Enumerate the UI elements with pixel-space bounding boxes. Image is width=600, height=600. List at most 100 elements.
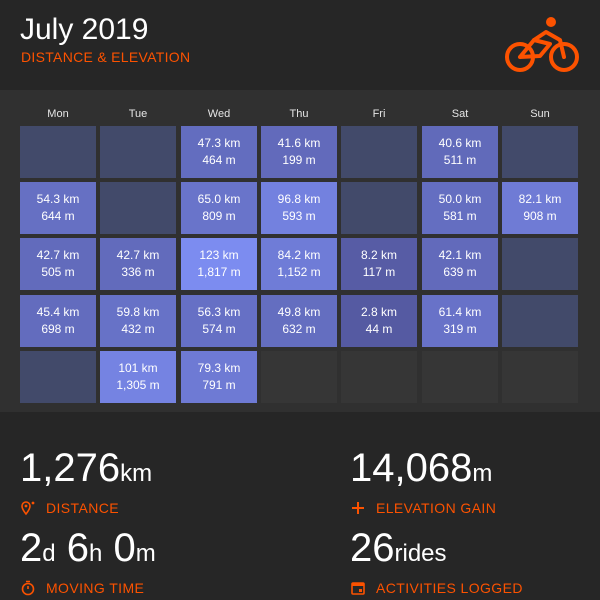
day-distance: 79.3 km	[197, 361, 241, 375]
day-distance: 45.4 km	[36, 305, 80, 319]
activities-value: 26rides	[350, 526, 447, 570]
elevation-label: ELEVATION GAIN	[376, 500, 497, 516]
day-cell-empty	[341, 182, 417, 234]
day-cell: 41.6 km 199 m	[261, 126, 337, 178]
day-distance: 96.8 km	[277, 192, 321, 206]
day-distance: 61.4 km	[438, 305, 482, 319]
day-header-mon: Mon	[47, 108, 69, 120]
day-header-thu: Thu	[289, 108, 309, 120]
day-cell-empty	[502, 295, 578, 347]
day-elevation: 44 m	[365, 322, 393, 336]
distance-label: DISTANCE	[46, 500, 119, 516]
day-elevation: 644 m	[41, 209, 75, 223]
day-header-sun: Sun	[530, 108, 550, 120]
day-elevation: 1,817 m	[197, 265, 241, 279]
day-elevation: 199 m	[282, 153, 316, 167]
day-cell: 2.8 km 44 m	[341, 295, 417, 347]
day-distance: 123 km	[199, 248, 239, 262]
day-cell-empty	[100, 126, 176, 178]
day-cell: 123 km 1,817 m	[181, 238, 257, 290]
day-distance: 65.0 km	[197, 192, 241, 206]
day-cell-empty	[100, 182, 176, 234]
day-cell: 84.2 km 1,152 m	[261, 238, 337, 290]
day-elevation: 336 m	[121, 265, 155, 279]
day-elevation: 432 m	[121, 322, 155, 336]
day-elevation: 908 m	[523, 209, 557, 223]
day-distance: 47.3 km	[197, 136, 241, 150]
day-cell: 56.3 km 574 m	[181, 295, 257, 347]
distance-value: 1,276km	[20, 446, 153, 490]
day-distance: 42.7 km	[116, 248, 160, 262]
day-elevation: 505 m	[41, 265, 75, 279]
day-cell: 8.2 km 117 m	[341, 238, 417, 290]
day-elevation: 809 m	[202, 209, 236, 223]
day-elevation: 117 m	[362, 265, 396, 279]
day-cell: 42.1 km 639 m	[422, 238, 498, 290]
day-cell: 82.1 km 908 m	[502, 182, 578, 234]
day-header-fri: Fri	[372, 108, 386, 120]
day-distance: 84.2 km	[277, 248, 321, 262]
page-title: July 2019	[20, 13, 149, 46]
stat-activities: 26rides ACTIVITIES LOGGED	[350, 526, 523, 596]
day-cell: 45.4 km 698 m	[20, 295, 96, 347]
day-cell-empty	[502, 126, 578, 178]
day-cell: 42.7 km 505 m	[20, 238, 96, 290]
day-cell-empty	[20, 126, 96, 178]
day-header-tue: Tue	[128, 108, 148, 120]
day-cell-outside-month	[261, 351, 337, 403]
moving-time-value: 2d 6h 0m	[20, 526, 156, 570]
moving-time-label: MOVING TIME	[46, 580, 145, 596]
page-subtitle: DISTANCE & ELEVATION	[21, 49, 191, 65]
day-distance: 8.2 km	[360, 248, 397, 262]
plus-icon	[352, 502, 364, 514]
day-elevation: 593 m	[282, 209, 316, 223]
activities-label: ACTIVITIES LOGGED	[376, 580, 523, 596]
day-elevation: 698 m	[41, 322, 75, 336]
day-distance: 59.8 km	[116, 305, 160, 319]
day-distance: 40.6 km	[438, 136, 482, 150]
day-elevation: 319 m	[443, 322, 477, 336]
day-distance: 101 km	[118, 361, 158, 375]
day-cell: 59.8 km 432 m	[100, 295, 176, 347]
day-elevation: 1,152 m	[277, 265, 321, 279]
day-cell-outside-month	[502, 351, 578, 403]
day-elevation: 581 m	[443, 209, 477, 223]
day-cell: 40.6 km 511 m	[422, 126, 498, 178]
elevation-value: 14,068m	[350, 446, 493, 490]
cyclist-icon	[505, 17, 579, 72]
day-cell: 47.3 km 464 m	[181, 126, 257, 178]
day-elevation: 791 m	[202, 378, 236, 392]
day-cell-empty	[341, 126, 417, 178]
day-cell: 61.4 km 319 m	[422, 295, 498, 347]
day-distance: 41.6 km	[277, 136, 321, 150]
day-cell: 96.8 km 593 m	[261, 182, 337, 234]
day-cell: 54.3 km 644 m	[20, 182, 96, 234]
day-elevation: 464 m	[202, 153, 236, 167]
day-distance: 82.1 km	[518, 192, 562, 206]
day-cell-outside-month	[422, 351, 498, 403]
day-elevation: 511 m	[443, 153, 477, 167]
day-distance: 2.8 km	[360, 305, 397, 319]
day-distance: 54.3 km	[36, 192, 80, 206]
day-cell-outside-month	[341, 351, 417, 403]
day-elevation: 1,305 m	[116, 378, 160, 392]
day-cell: 42.7 km 336 m	[100, 238, 176, 290]
stat-moving-time: 2d 6h 0m MOVING TIME	[20, 526, 156, 596]
day-distance: 49.8 km	[277, 305, 321, 319]
stat-elevation: 14,068m ELEVATION GAIN	[350, 446, 496, 516]
day-distance: 50.0 km	[438, 192, 482, 206]
day-elevation: 639 m	[443, 265, 477, 279]
day-cell: 50.0 km 581 m	[422, 182, 498, 234]
day-distance: 42.7 km	[36, 248, 80, 262]
calendar-icon	[351, 582, 365, 595]
day-cell: 49.8 km 632 m	[261, 295, 337, 347]
day-distance: 42.1 km	[438, 248, 482, 262]
stopwatch-icon	[21, 580, 35, 596]
day-distance: 56.3 km	[197, 305, 241, 319]
day-elevation: 574 m	[202, 322, 236, 336]
day-cell: 79.3 km 791 m	[181, 351, 257, 403]
day-cell-empty	[20, 351, 96, 403]
day-cell-empty	[502, 238, 578, 290]
day-header-sat: Sat	[451, 108, 469, 120]
stat-distance: 1,276km DISTANCE	[20, 446, 152, 516]
